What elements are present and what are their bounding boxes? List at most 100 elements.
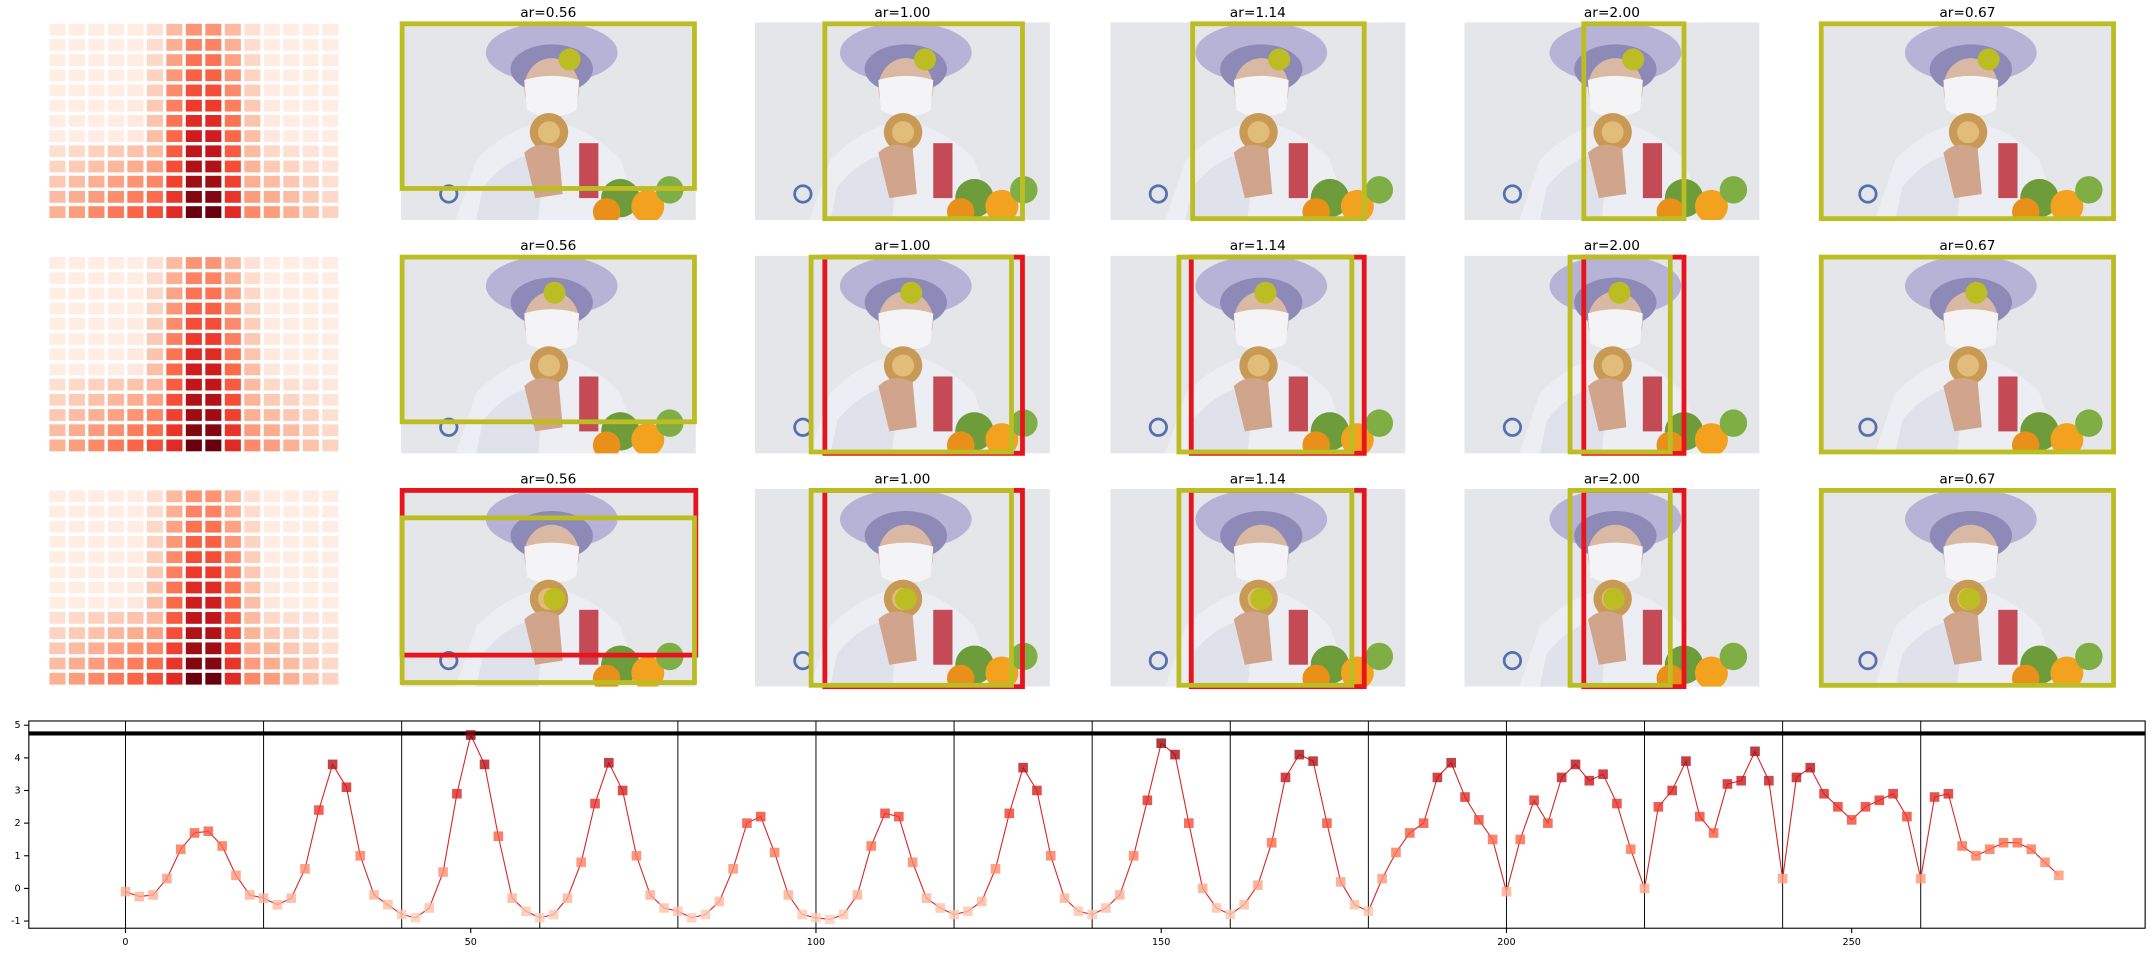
heatmap-cell: [68, 257, 85, 269]
heatmap-cell: [244, 596, 261, 609]
heatmap-cell: [244, 536, 261, 548]
heatmap-cell: [302, 409, 319, 421]
marker: [1929, 792, 1940, 802]
heatmap-cell: [224, 424, 241, 437]
heatmap-cell: [302, 333, 319, 345]
heatmap-cell: [166, 84, 183, 97]
heatmap-cell: [322, 409, 339, 421]
x-tick-label: 250: [1843, 937, 1861, 948]
heatmap-cell: [88, 505, 105, 518]
marker: [2026, 844, 2037, 855]
heatmap-cell: [263, 657, 280, 670]
heatmap-cell: [127, 114, 144, 127]
heatmap-cell: [244, 99, 261, 112]
heatmap-cell: [49, 424, 66, 437]
marker: [1460, 792, 1470, 802]
marker: [1211, 903, 1222, 913]
heatmap-cell: [146, 348, 163, 361]
heatmap-cell: [146, 581, 163, 594]
heatmap-cell: [185, 257, 202, 269]
heatmap-cell: [166, 409, 183, 421]
heatmap-cell: [205, 596, 222, 609]
marker: [1653, 802, 1664, 812]
heatmap-cell: [127, 505, 144, 518]
heatmap-cell: [302, 536, 319, 548]
center-dot: [1622, 48, 1645, 71]
marker: [286, 893, 297, 904]
heatmap-cell: [263, 581, 280, 594]
heatmap-cell: [107, 302, 124, 315]
heatmap-cell: [302, 160, 319, 173]
marker: [1377, 873, 1387, 884]
heatmap-cell: [68, 657, 85, 670]
heatmap-cell: [322, 657, 339, 670]
heatmap-cell: [68, 566, 85, 579]
heatmap-cell: [68, 160, 85, 173]
marker: [769, 847, 780, 858]
heatmap-cell: [205, 38, 222, 51]
marker: [548, 909, 559, 920]
heatmap-cell: [127, 409, 144, 421]
heatmap-cell: [185, 409, 202, 421]
heatmap-cell: [244, 612, 261, 624]
marker: [1515, 834, 1526, 845]
heatmap-cell: [322, 317, 339, 330]
heatmap-cell: [146, 99, 163, 112]
yellow-box: [1567, 254, 1673, 455]
photo: [1819, 255, 2115, 454]
heatmap-cell: [322, 596, 339, 609]
heatmap-cell: [107, 333, 124, 345]
yellow-box: [822, 21, 1025, 222]
heatmap-cell: [146, 424, 163, 437]
marker: [521, 906, 531, 917]
heatmap-cell: [244, 657, 261, 670]
heatmap-cell: [263, 424, 280, 437]
heatmap-cell: [263, 54, 280, 66]
heatmap-cell: [127, 287, 144, 300]
yellow-box: [399, 515, 697, 685]
heatmap-cell: [146, 69, 163, 82]
marker: [1225, 909, 1236, 920]
heatmap-cell: [263, 130, 280, 142]
heatmap-cell: [244, 520, 261, 533]
heatmap-cell: [68, 206, 85, 218]
marker: [1432, 772, 1443, 783]
heatmap-cell: [107, 424, 124, 437]
panel-title: ar=1.00: [874, 5, 930, 21]
marker: [465, 730, 476, 740]
heatmap-cell: [205, 160, 222, 173]
heatmap-cell: [107, 175, 124, 188]
heatmap-cell: [244, 23, 261, 36]
heatmap-cell: [322, 490, 339, 503]
marker: [576, 857, 587, 868]
marker: [1556, 772, 1567, 783]
marker: [949, 909, 959, 920]
photo: [400, 22, 696, 221]
marker: [1570, 759, 1581, 770]
heatmap-cell: [146, 657, 163, 670]
panel-title: ar=2.00: [1584, 238, 1640, 254]
heatmap-cell: [244, 378, 261, 391]
heatmap-cell: [88, 160, 105, 173]
marker: [1142, 795, 1153, 806]
heatmap-cell: [224, 551, 241, 563]
center-dot: [543, 587, 566, 610]
heatmap-cell: [283, 409, 300, 421]
yellow-box: [1567, 488, 1673, 688]
heatmap-cell: [322, 551, 339, 563]
heatmap-cell: [49, 114, 66, 127]
heatmap-cell: [244, 642, 261, 655]
heatmap-cell: [88, 490, 105, 503]
heatmap-cell: [205, 505, 222, 518]
heatmap-cell: [127, 160, 144, 173]
heatmap-cell: [146, 536, 163, 548]
heatmap-cell: [244, 333, 261, 345]
heatmap-cell: [88, 206, 105, 218]
heatmap-cell: [263, 23, 280, 36]
heatmap-cell: [263, 257, 280, 269]
heatmap-cell: [224, 348, 241, 361]
heatmap-cell: [68, 642, 85, 655]
heatmap-cell: [146, 206, 163, 218]
heatmap-cell: [166, 145, 183, 158]
heatmap-cell: [107, 581, 124, 594]
